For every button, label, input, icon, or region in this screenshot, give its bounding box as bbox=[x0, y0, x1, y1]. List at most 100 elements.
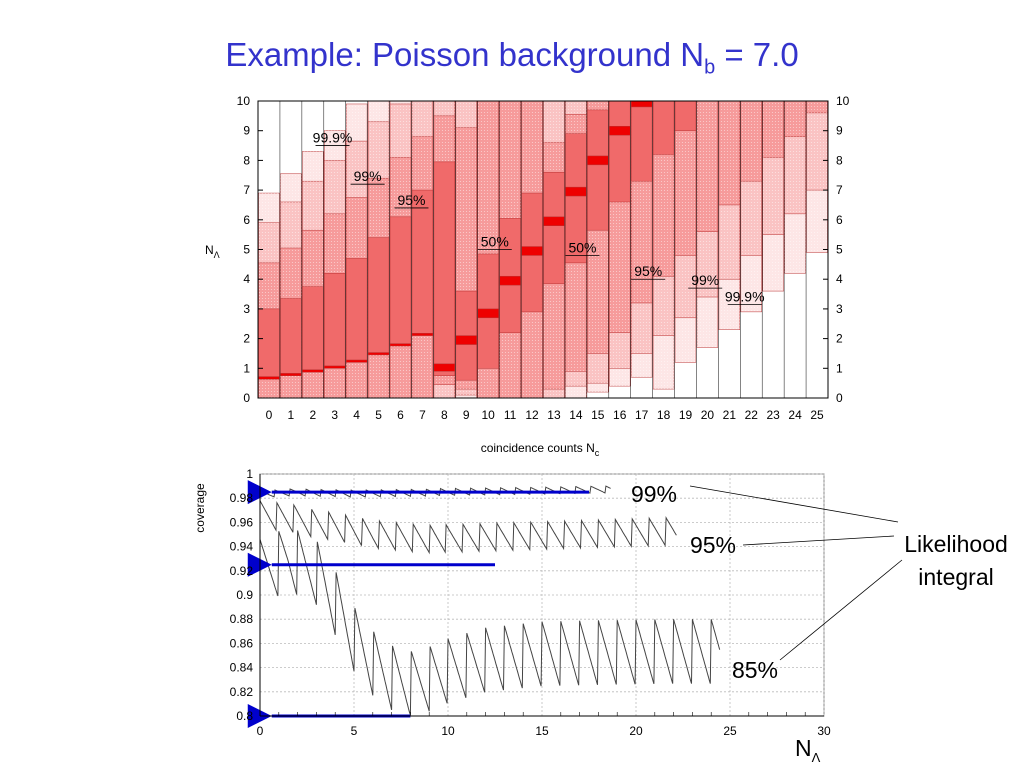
belt-y-axis-label: NΛ bbox=[205, 243, 220, 260]
x-tick-label: 6 bbox=[397, 408, 404, 422]
callout-leader-99 bbox=[689, 485, 899, 523]
belt-x-axis-label: coincidence counts Nc bbox=[481, 441, 600, 458]
belt-interval-c50-15 bbox=[587, 155, 609, 166]
belt-texture-c99-25 bbox=[806, 101, 828, 191]
coverage-y-tick-label: 0.86 bbox=[230, 636, 254, 650]
x-tick-label: 19 bbox=[679, 408, 693, 422]
belt-annotation: 95% bbox=[397, 192, 425, 208]
y-tick-label-right: 2 bbox=[836, 332, 843, 346]
belt-interval-c85-7 bbox=[411, 189, 434, 335]
callout-leader-95 bbox=[742, 535, 895, 546]
y-tick-label-left: 5 bbox=[243, 243, 250, 257]
belt-annotations: 99.9% 99% 95% 50% 50% 95% 99% 99.9% bbox=[313, 130, 765, 305]
coverage-axis-ticks: 0.80.820.840.860.880.90.920.940.960.9810… bbox=[230, 467, 831, 738]
x-tick-label: 10 bbox=[482, 408, 496, 422]
belt-interval-c85-8 bbox=[433, 161, 456, 376]
coverage-line-2 bbox=[259, 530, 721, 715]
coverage-x-axis-label-sub: Λ bbox=[812, 750, 821, 765]
x-tick-label: 15 bbox=[591, 408, 605, 422]
belt-interval-c50-13 bbox=[543, 216, 565, 226]
belt-interval-c85-14 bbox=[565, 133, 587, 264]
coverage-x-axis-label: NΛ bbox=[795, 735, 821, 765]
belt-interval-c50-1 bbox=[280, 373, 302, 376]
coverage-y-tick-label: 0.92 bbox=[230, 564, 254, 578]
belt-axis-ticks: 0 01 12 23 34 45 56 67 78 89 910 100 1 2 3 4 5 6 7 8 9 10 11 12… bbox=[237, 94, 850, 422]
x-tick-label: 16 bbox=[613, 408, 627, 422]
likelihood-callout: Likelihood integral bbox=[904, 531, 1008, 590]
belt-chart: 0 01 12 23 34 45 56 67 78 89 910 100 1 2 3 4 5 6 7 8 9 10 11 12… bbox=[205, 94, 850, 458]
x-tick-label: 9 bbox=[463, 408, 470, 422]
x-tick-label: 11 bbox=[504, 408, 517, 422]
belt-interval-c50-3 bbox=[324, 365, 346, 369]
belt-x-axis-label-sub: c bbox=[595, 448, 600, 458]
belt-interval-c85-0 bbox=[258, 308, 280, 378]
y-tick-label-right: 7 bbox=[836, 183, 843, 197]
coverage-x-axis-label-main: N bbox=[795, 735, 812, 761]
belt-interval-c50-5 bbox=[367, 352, 390, 356]
belt-texture-c95-25 bbox=[806, 101, 828, 113]
x-tick-label: 13 bbox=[547, 408, 561, 422]
x-tick-label: 3 bbox=[331, 408, 338, 422]
belt-interval-c50-12 bbox=[521, 246, 543, 256]
y-tick-label-left: 3 bbox=[243, 302, 250, 316]
y-tick-label-left: 9 bbox=[243, 124, 250, 138]
belt-x-axis-label-main: coincidence counts N bbox=[481, 441, 595, 455]
coverage-level-label: 95% bbox=[690, 532, 736, 558]
x-tick-label: 12 bbox=[525, 408, 539, 422]
belt-interval-c85-13 bbox=[543, 172, 565, 284]
belt-texture-c95-20 bbox=[696, 101, 718, 232]
belt-interval-c50-2 bbox=[302, 369, 324, 373]
belt-interval-c50-0 bbox=[258, 376, 280, 380]
coverage-level-label: 85% bbox=[732, 657, 778, 683]
belt-interval-c85-4 bbox=[345, 258, 368, 362]
coverage-chart: 0.80.820.840.860.880.90.920.940.960.9810… bbox=[193, 467, 1008, 765]
x-tick-label: 4 bbox=[353, 408, 360, 422]
y-tick-label-left: 4 bbox=[243, 272, 250, 286]
belt-texture-c95-23 bbox=[762, 101, 784, 158]
coverage-x-tick-label: 5 bbox=[351, 724, 358, 738]
belt-annotation: 99.9% bbox=[313, 130, 353, 146]
title-sub: b bbox=[704, 56, 716, 79]
x-tick-label: 18 bbox=[657, 408, 671, 422]
belt-y-axis-label-main: N bbox=[205, 243, 214, 257]
coverage-y-tick-label: 0.88 bbox=[230, 612, 254, 626]
belt-interval-c50-4 bbox=[345, 359, 368, 363]
belt-interval-c85-6 bbox=[389, 216, 412, 345]
belt-annotation: 50% bbox=[568, 239, 596, 255]
coverage-x-tick-label: 25 bbox=[723, 724, 737, 738]
x-tick-label: 7 bbox=[419, 408, 426, 422]
belt-interval-c85-5 bbox=[367, 237, 390, 354]
coverage-x-tick-label: 10 bbox=[441, 724, 455, 738]
coverage-y-tick-label: 0.82 bbox=[230, 685, 254, 699]
x-tick-label: 22 bbox=[745, 408, 759, 422]
x-tick-label: 0 bbox=[266, 408, 273, 422]
y-tick-label-right: 10 bbox=[836, 94, 850, 108]
x-tick-label: 17 bbox=[635, 408, 649, 422]
coverage-y-tick-label: 1 bbox=[246, 467, 253, 481]
belt-interval-c50-17 bbox=[630, 100, 653, 108]
belt-texture-c95-24 bbox=[784, 101, 806, 137]
coverage-level-labels: 99% 95% 85% bbox=[631, 481, 903, 683]
belt-interval-c50-11 bbox=[499, 275, 521, 286]
x-tick-label: 24 bbox=[788, 408, 802, 422]
y-tick-label-right: 8 bbox=[836, 153, 843, 167]
y-tick-label-left: 7 bbox=[243, 183, 250, 197]
y-tick-label-right: 0 bbox=[836, 391, 843, 405]
y-tick-label-left: 8 bbox=[243, 153, 250, 167]
coverage-y-tick-label: 0.8 bbox=[236, 709, 253, 723]
y-tick-label-right: 6 bbox=[836, 213, 843, 227]
belt-interval-c50-16 bbox=[609, 125, 631, 136]
callout-line-2: integral bbox=[918, 564, 993, 590]
belt-texture-c95-19 bbox=[675, 101, 696, 256]
coverage-y-tick-label: 0.94 bbox=[230, 540, 254, 554]
coverage-y-tick-label: 0.9 bbox=[236, 588, 253, 602]
coverage-y-axis-label: coverage bbox=[193, 483, 207, 533]
y-tick-label-right: 3 bbox=[836, 302, 843, 316]
y-tick-label-left: 10 bbox=[237, 94, 251, 108]
x-tick-label: 8 bbox=[441, 408, 448, 422]
belt-interval-c50-8 bbox=[433, 363, 456, 372]
belt-interval-c85-1 bbox=[280, 298, 302, 375]
belt-interval-c50-14 bbox=[565, 186, 587, 197]
coverage-level-label: 99% bbox=[631, 481, 677, 507]
